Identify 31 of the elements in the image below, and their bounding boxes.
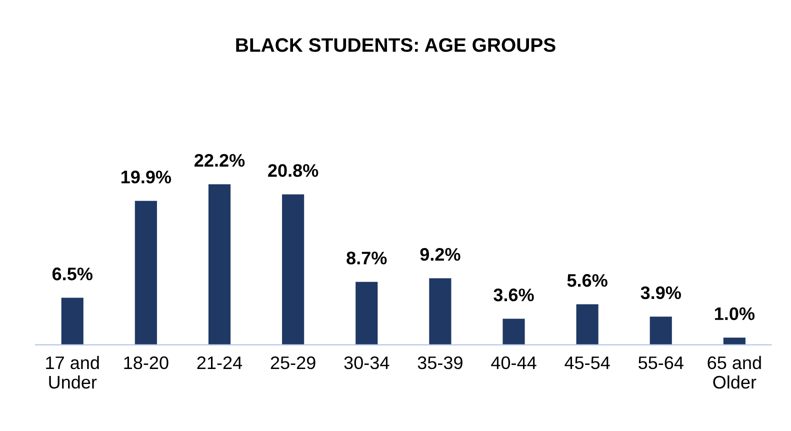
bar	[282, 194, 304, 345]
bar	[576, 304, 598, 345]
bar	[650, 316, 672, 345]
x-tick-label: 40-44	[491, 356, 536, 370]
x-tick-label: 65 and Older	[708, 356, 761, 389]
x-tick-label: 55-64	[638, 356, 684, 370]
chart-title: BLACK STUDENTS: AGE GROUPS	[236, 38, 556, 52]
data-label: 22.2%	[194, 154, 245, 167]
x-tick-label: 18-20	[124, 356, 168, 370]
data-label: 1.0%	[715, 307, 755, 320]
bar	[61, 298, 84, 345]
data-label: 8.7%	[346, 252, 387, 264]
bar	[134, 200, 157, 345]
bar	[723, 338, 746, 345]
data-label: 3.6%	[494, 288, 534, 302]
data-label: 20.8%	[268, 164, 318, 177]
bar	[429, 278, 452, 345]
x-tick-label: 17 and Under	[46, 356, 99, 389]
data-label: 6.5%	[52, 268, 92, 280]
x-tick-label: 25-29	[270, 356, 316, 370]
x-tick-label: 45-54	[564, 356, 610, 370]
x-tick-label: 21-24	[197, 356, 242, 369]
data-label: 3.9%	[640, 286, 681, 300]
bar	[356, 282, 378, 345]
bar	[208, 184, 231, 345]
data-label: 19.9%	[121, 170, 172, 184]
bar	[502, 318, 525, 345]
data-label: 9.2%	[420, 248, 460, 261]
data-label: 5.6%	[567, 274, 608, 287]
x-tick-label: 30-34	[344, 356, 390, 370]
x-tick-label: 35-39	[418, 356, 462, 370]
